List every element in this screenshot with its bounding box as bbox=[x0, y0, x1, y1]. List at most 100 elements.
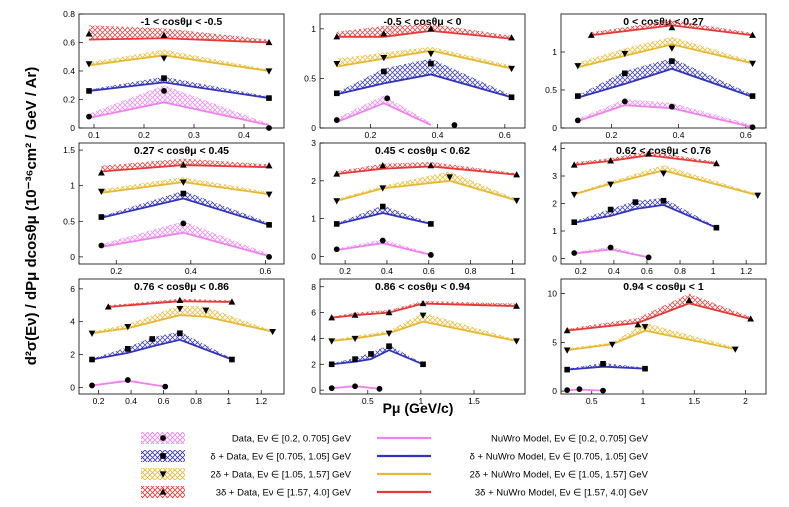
data-point bbox=[645, 254, 652, 261]
x-tick-label: 1 bbox=[419, 396, 424, 406]
data-point bbox=[160, 31, 168, 38]
data-point bbox=[180, 220, 187, 227]
x-tick-label: 0.1 bbox=[88, 130, 100, 140]
data-point bbox=[380, 55, 388, 62]
x-tick-label: 1 bbox=[641, 396, 646, 406]
data-point bbox=[328, 361, 335, 368]
data-point bbox=[669, 58, 675, 64]
data-point bbox=[427, 25, 435, 32]
data-point bbox=[385, 330, 393, 337]
panel-title: 0.45 < cosθμ < 0.62 bbox=[375, 145, 470, 157]
model-line bbox=[336, 212, 432, 226]
data-point bbox=[428, 221, 434, 227]
y-tick-label: 2 bbox=[311, 176, 316, 186]
y-tick-label: 0.2 bbox=[63, 95, 75, 105]
y-tick-label: 1.5 bbox=[63, 145, 75, 155]
y-tick-label: 0 bbox=[70, 382, 75, 392]
data-point bbox=[645, 150, 653, 157]
data-point bbox=[381, 68, 387, 75]
data-point bbox=[379, 185, 387, 192]
model-line bbox=[336, 242, 432, 256]
data-point bbox=[328, 314, 336, 321]
y-tick-label: 6 bbox=[70, 284, 75, 294]
y-tick-label: 2 bbox=[70, 350, 75, 360]
legend: Data, Eν ∈ [0.2, 0.705] GeV δ + Data, Eν … bbox=[141, 432, 649, 499]
data-point bbox=[176, 305, 184, 313]
y-tick-label: 4 bbox=[70, 317, 75, 327]
x-tick-label: 0.6 bbox=[158, 396, 170, 406]
data-point bbox=[352, 383, 358, 390]
legend-model-label: NuWro Model, Eν ∈ [0.2, 0.705] GeV bbox=[491, 434, 649, 445]
data-point bbox=[98, 214, 105, 220]
data-point bbox=[368, 351, 374, 357]
x-tick-label: 0.2 bbox=[575, 266, 587, 276]
uncertainty-band bbox=[574, 198, 717, 228]
x-tick-label: 0.6 bbox=[740, 130, 752, 140]
legend-data-label: 3δ + Data, Eν ∈ [1.57, 4.0] GeV bbox=[216, 488, 352, 499]
data-point bbox=[177, 330, 183, 337]
data-point bbox=[85, 30, 93, 37]
data-point bbox=[427, 162, 435, 169]
plot-frame bbox=[560, 278, 767, 395]
model-line bbox=[577, 43, 753, 69]
x-tick-label: 1 bbox=[711, 266, 716, 276]
x-tick-label: 0.2 bbox=[339, 266, 351, 276]
data-point bbox=[574, 63, 582, 70]
data-point bbox=[575, 93, 581, 99]
model-line bbox=[88, 81, 270, 99]
data-point bbox=[98, 242, 105, 249]
data-point bbox=[179, 161, 187, 168]
data-point bbox=[660, 170, 667, 177]
model-line bbox=[574, 248, 649, 259]
data-point bbox=[328, 338, 336, 345]
y-tick-label: 3 bbox=[552, 171, 557, 181]
uncertainty-band bbox=[101, 190, 270, 225]
model-line bbox=[567, 365, 646, 371]
data-point bbox=[587, 31, 595, 38]
y-tick-label: 0 bbox=[70, 252, 75, 262]
data-point bbox=[86, 88, 92, 94]
y-tick-label: 10 bbox=[548, 289, 558, 299]
x-tick-label: 0.4 bbox=[238, 130, 250, 140]
data-point bbox=[89, 356, 95, 363]
data-point bbox=[266, 125, 272, 131]
data-point bbox=[88, 330, 96, 337]
x-tick-label: 1.2 bbox=[740, 266, 752, 276]
data-point bbox=[162, 383, 169, 390]
data-point bbox=[333, 246, 340, 253]
uncertainty-band bbox=[336, 58, 512, 98]
model-line bbox=[331, 349, 424, 366]
y-tick-label: 1 bbox=[552, 47, 557, 57]
data-point bbox=[641, 324, 649, 331]
data-point bbox=[265, 191, 273, 198]
data-point bbox=[124, 324, 132, 331]
data-point bbox=[386, 343, 392, 349]
model-line bbox=[336, 49, 512, 70]
y-tick-label: 3 bbox=[311, 138, 316, 148]
data-point bbox=[621, 50, 629, 58]
uncertainty-band bbox=[336, 171, 517, 201]
uncertainty-band bbox=[331, 312, 517, 342]
data-point bbox=[380, 30, 388, 37]
data-point bbox=[749, 60, 756, 67]
data-point bbox=[634, 321, 642, 328]
x-tick-label: 1.5 bbox=[468, 396, 480, 406]
y-tick-label: 8 bbox=[311, 282, 316, 292]
model-line bbox=[567, 329, 736, 352]
data-point bbox=[176, 296, 184, 303]
uncertainty-band bbox=[101, 221, 270, 257]
uncertainty-band bbox=[577, 36, 753, 68]
data-point bbox=[328, 385, 335, 392]
y-tick-label: 2 bbox=[552, 199, 557, 209]
y-tick-label: 0.8 bbox=[63, 9, 75, 19]
data-point bbox=[749, 31, 756, 38]
legend-marker bbox=[159, 471, 167, 478]
data-point bbox=[607, 206, 614, 213]
y-tick-label: 0 bbox=[70, 123, 75, 133]
y-tick-label: 0.4 bbox=[63, 66, 75, 76]
data-point bbox=[731, 346, 739, 353]
data-point bbox=[86, 113, 92, 120]
x-tick-label: 0.8 bbox=[190, 396, 202, 406]
data-point bbox=[446, 174, 454, 181]
